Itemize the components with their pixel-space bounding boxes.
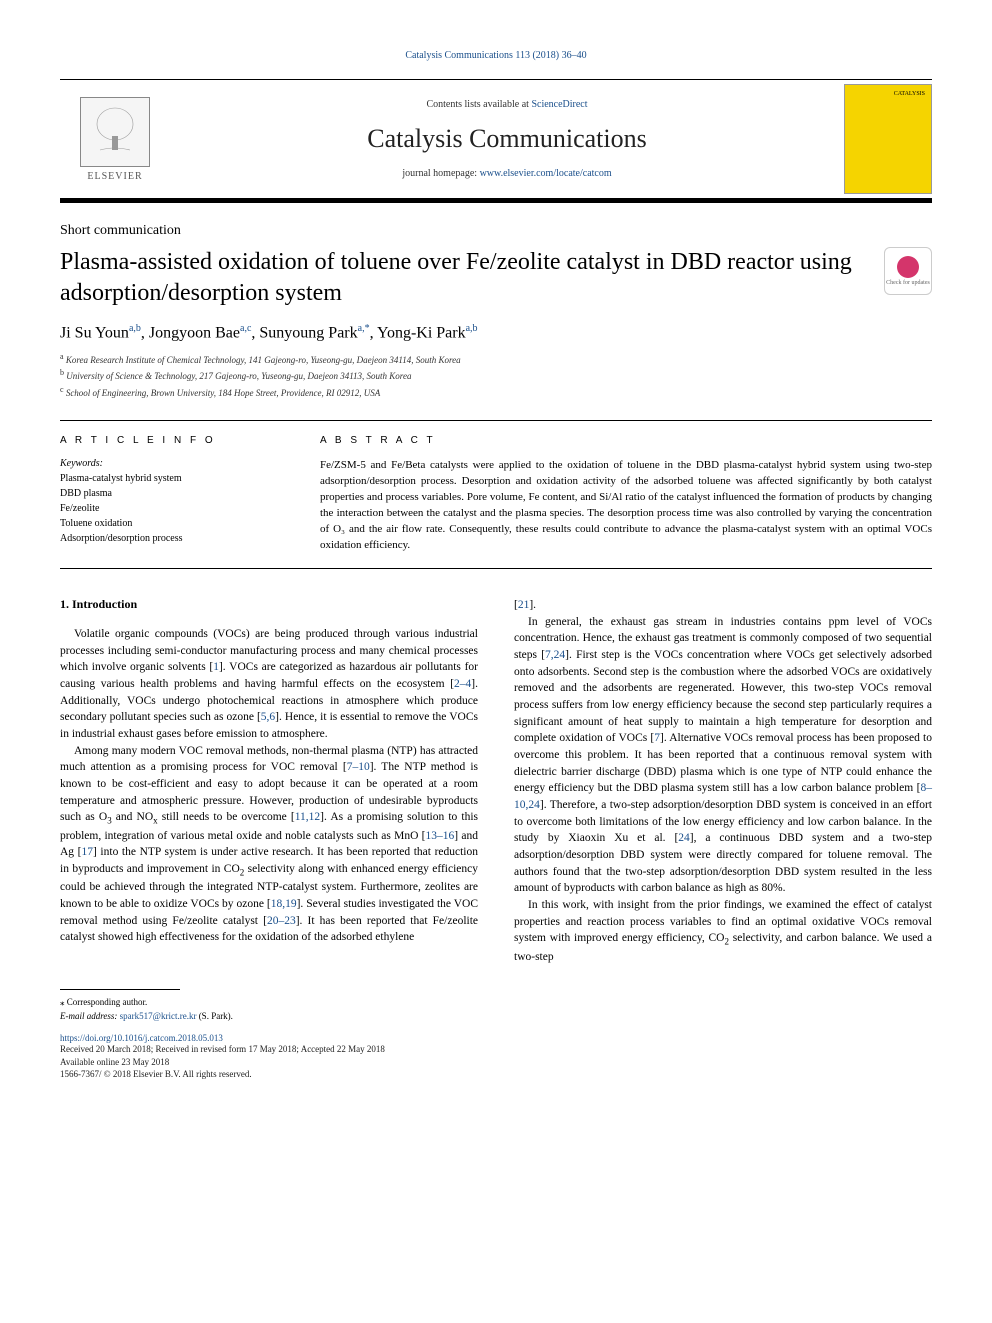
article-type: Short communication bbox=[60, 223, 932, 239]
article-info-heading: A R T I C L E I N F O bbox=[60, 435, 280, 446]
corresponding-email-link[interactable]: spark517@krict.re.kr bbox=[120, 1011, 197, 1021]
heavy-rule bbox=[60, 199, 932, 203]
journal-reference: Catalysis Communications 113 (2018) 36–4… bbox=[60, 50, 932, 61]
paragraph: Volatile organic compounds (VOCs) are be… bbox=[60, 626, 478, 743]
elsevier-logo[interactable]: ELSEVIER bbox=[60, 80, 170, 198]
abstract-heading: A B S T R A C T bbox=[320, 435, 932, 446]
article-title: Plasma-assisted oxidation of toluene ove… bbox=[60, 247, 864, 309]
right-column: [21]. In general, the exhaust gas stream… bbox=[514, 597, 932, 965]
article-front-matter: Short communication Plasma-assisted oxid… bbox=[60, 223, 932, 400]
keywords-list: Plasma-catalyst hybrid systemDBD plasmaF… bbox=[60, 471, 280, 546]
section-1-heading: 1. Introduction bbox=[60, 597, 478, 612]
elsevier-tree-icon bbox=[80, 97, 150, 167]
check-updates-label: Check for updates bbox=[886, 280, 930, 286]
keyword-item: Toluene oxidation bbox=[60, 516, 280, 531]
keyword-item: Adsorption/desorption process bbox=[60, 531, 280, 546]
journal-cover-thumbnail[interactable]: CATALYSIS bbox=[844, 84, 932, 194]
keyword-item: DBD plasma bbox=[60, 486, 280, 501]
journal-title: Catalysis Communications bbox=[180, 124, 834, 154]
abstract-text: Fe/ZSM-5 and Fe/Beta catalysts were appl… bbox=[320, 458, 932, 554]
paragraph: In general, the exhaust gas stream in in… bbox=[514, 614, 932, 897]
keyword-item: Fe/zeolite bbox=[60, 501, 280, 516]
affiliation-a: a Korea Research Institute of Chemical T… bbox=[60, 351, 932, 368]
footnotes: ⁎ Corresponding author. E-mail address: … bbox=[60, 996, 932, 1023]
author-list: Ji Su Youna,b, Jongyoon Baea,c, Sunyoung… bbox=[60, 323, 932, 342]
copyright-line: 1566-7367/ © 2018 Elsevier B.V. All righ… bbox=[60, 1068, 932, 1081]
journal-header: Catalysis Communications 113 (2018) 36–4… bbox=[60, 50, 932, 203]
journal-ref-text[interactable]: Catalysis Communications 113 (2018) 36–4… bbox=[405, 50, 586, 61]
keyword-item: Plasma-catalyst hybrid system bbox=[60, 471, 280, 486]
masthead: ELSEVIER Contents lists available at Sci… bbox=[60, 79, 932, 199]
masthead-center: Contents lists available at ScienceDirec… bbox=[170, 89, 844, 189]
corresponding-author-note: ⁎ Corresponding author. bbox=[60, 996, 932, 1010]
crossmark-icon bbox=[897, 256, 919, 278]
contents-lists-line: Contents lists available at ScienceDirec… bbox=[180, 99, 834, 110]
available-online-line: Available online 23 May 2018 bbox=[60, 1056, 932, 1069]
article-history: Received 20 March 2018; Received in revi… bbox=[60, 1043, 932, 1081]
received-line: Received 20 March 2018; Received in revi… bbox=[60, 1043, 932, 1056]
body-two-column: 1. Introduction Volatile organic compoun… bbox=[60, 597, 932, 965]
doi-link[interactable]: https://doi.org/10.1016/j.catcom.2018.05… bbox=[60, 1033, 223, 1043]
article-info-block: A R T I C L E I N F O Keywords: Plasma-c… bbox=[60, 435, 280, 554]
paragraph-continuation: [21]. bbox=[514, 597, 932, 614]
elsevier-wordmark: ELSEVIER bbox=[87, 171, 142, 182]
paragraph: In this work, with insight from the prio… bbox=[514, 897, 932, 965]
cover-label: CATALYSIS bbox=[894, 91, 925, 97]
doi-line: https://doi.org/10.1016/j.catcom.2018.05… bbox=[60, 1033, 932, 1043]
journal-homepage-link[interactable]: www.elsevier.com/locate/catcom bbox=[480, 168, 612, 179]
left-column: 1. Introduction Volatile organic compoun… bbox=[60, 597, 478, 965]
info-abstract-region: A R T I C L E I N F O Keywords: Plasma-c… bbox=[60, 420, 932, 569]
affiliation-c: c School of Engineering, Brown Universit… bbox=[60, 384, 932, 401]
sciencedirect-link[interactable]: ScienceDirect bbox=[531, 99, 587, 110]
keywords-label: Keywords: bbox=[60, 458, 280, 469]
affiliation-b: b University of Science & Technology, 21… bbox=[60, 367, 932, 384]
affiliations: a Korea Research Institute of Chemical T… bbox=[60, 351, 932, 401]
email-line: E-mail address: spark517@krict.re.kr (S.… bbox=[60, 1010, 932, 1024]
abstract-block: A B S T R A C T Fe/ZSM-5 and Fe/Beta cat… bbox=[320, 435, 932, 554]
paragraph: Among many modern VOC removal methods, n… bbox=[60, 743, 478, 946]
title-row: Plasma-assisted oxidation of toluene ove… bbox=[60, 247, 932, 309]
check-for-updates-button[interactable]: Check for updates bbox=[884, 247, 932, 295]
journal-homepage-line: journal homepage: www.elsevier.com/locat… bbox=[180, 168, 834, 179]
footnote-separator bbox=[60, 989, 180, 990]
